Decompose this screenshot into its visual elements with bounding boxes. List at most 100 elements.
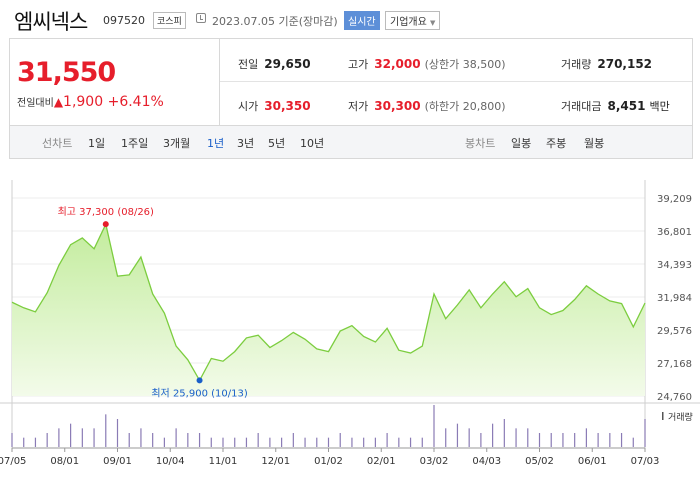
volume-bar	[550, 433, 552, 447]
volume-label: 거래량	[561, 58, 592, 71]
volume-bar	[597, 433, 599, 447]
volume-bar	[46, 433, 48, 447]
stock-name[interactable]: 엠씨넥스	[14, 10, 88, 34]
tab-3m[interactable]: 3개월	[163, 137, 191, 150]
volume-bar	[93, 428, 95, 447]
volume-bar	[468, 428, 470, 447]
divider	[219, 39, 220, 125]
tab-1w[interactable]: 1주일	[121, 137, 149, 150]
tab-weekly[interactable]: 주봉	[546, 137, 567, 150]
low-value: 30,300	[374, 99, 421, 113]
volume-bar	[445, 428, 447, 447]
tab-daily[interactable]: 일봉	[511, 137, 532, 150]
volume-bar	[492, 423, 494, 447]
max-label: 최고 37,300 (08/26)	[58, 206, 154, 218]
tab-10y[interactable]: 10년	[300, 137, 325, 150]
volume-bar	[527, 428, 529, 447]
volume-bar	[409, 437, 412, 447]
x-tick-label: 10/04	[156, 456, 185, 467]
open-price: 시가 30,350	[238, 98, 311, 114]
volume-bar	[515, 428, 517, 447]
volume-bar	[456, 423, 459, 447]
volume-bar	[562, 433, 564, 447]
max-point	[102, 221, 109, 228]
volume-bar	[620, 433, 623, 447]
prev-close-value: 29,650	[264, 57, 311, 71]
amount-unit: 백만	[649, 100, 670, 113]
x-tick-label: 07/03	[631, 456, 660, 467]
volume-bar	[58, 428, 60, 447]
volume-bar	[222, 437, 224, 447]
chevron-down-icon: ▼	[430, 19, 436, 27]
min-label: 최저 25,900 (10/13)	[151, 387, 247, 399]
price-area	[12, 224, 645, 396]
tab-5y[interactable]: 5년	[268, 137, 286, 150]
y-tick-label: 29,576	[657, 326, 692, 337]
volume-bar	[187, 433, 189, 447]
amount-label: 거래대금	[561, 100, 602, 113]
company-overview-dropdown[interactable]: 기업개요 ▼	[385, 11, 441, 30]
tab-1y[interactable]: 1년	[207, 137, 225, 150]
y-tick-label: 39,209	[657, 194, 692, 205]
x-tick-label: 03/02	[420, 456, 449, 467]
volume-bar	[374, 437, 376, 447]
company-overview-label: 기업개요	[390, 17, 427, 28]
price-change: 전일대비▲1,900 +6.41%	[17, 94, 164, 110]
change-percent: +6.41%	[107, 94, 164, 110]
realtime-button[interactable]: 실시간	[344, 11, 380, 30]
volume-bar	[34, 437, 37, 447]
x-tick-label: 12/01	[261, 456, 290, 467]
y-tick-label: 24,760	[657, 392, 692, 403]
trade-amount: 거래대금 8,451 백만	[561, 98, 670, 114]
candle-chart-label: 봉차트	[465, 137, 496, 150]
volume-value: 270,152	[597, 57, 653, 71]
price-chart[interactable]: 39,209 36,801 34,393 31,984 29,576 27,168 24,7…	[0, 160, 700, 473]
x-tick-label: 02/01	[367, 456, 396, 467]
y-tick-label: 34,393	[657, 260, 692, 271]
volume-bar	[292, 433, 294, 447]
prev-close-label: 전일	[238, 58, 259, 71]
x-tick-label: 01/02	[314, 456, 343, 467]
volume-bar	[351, 437, 353, 447]
volume-bar	[11, 433, 13, 447]
open-value: 30,350	[264, 99, 311, 113]
tab-monthly[interactable]: 월봉	[584, 137, 605, 150]
quote-panel: 31,550 전일대비▲1,900 +6.41% 전일 29,650 고가 32,0…	[9, 38, 693, 126]
divider	[220, 81, 692, 82]
volume-bar	[304, 437, 306, 447]
y-tick-label: 31,984	[657, 293, 692, 304]
volume-bar	[163, 437, 165, 447]
volume-bar	[210, 437, 212, 447]
volume-bar	[234, 437, 236, 447]
amount-value: 8,451	[607, 99, 646, 113]
volume-bar	[433, 405, 435, 447]
volume: 거래량 270,152	[561, 56, 652, 72]
upper-limit: (상한가 38,500)	[424, 58, 506, 71]
volume-bar	[585, 428, 587, 447]
tab-1d[interactable]: 1일	[88, 137, 106, 150]
volume-bar	[140, 428, 142, 447]
stock-code: 097520	[103, 14, 145, 27]
volume-bar	[386, 433, 388, 447]
change-label: 전일대비	[17, 98, 54, 109]
lower-limit: (하한가 20,800)	[424, 100, 506, 113]
x-tick-label: 11/01	[209, 456, 238, 467]
volume-bar	[538, 433, 541, 447]
volume-bar	[503, 419, 505, 447]
tab-3y[interactable]: 3년	[237, 137, 255, 150]
price-chart-svg: 39,209 36,801 34,393 31,984 29,576 27,168 24,7…	[0, 180, 700, 467]
prev-close: 전일 29,650	[238, 56, 311, 72]
volume-bar	[480, 433, 482, 447]
line-chart-label: 선차트	[42, 137, 73, 150]
volume-bar	[363, 437, 365, 447]
volume-bar	[105, 414, 107, 447]
volume-bar	[128, 433, 130, 447]
period-tabs: 선차트 1일 1주일 3개월 1년 3년 5년 10년 봉차트 일봉 주봉 월봉	[9, 126, 693, 159]
price-line	[11, 222, 646, 382]
volume-bar	[609, 433, 611, 447]
volume-bar	[316, 437, 318, 447]
volume-bar	[70, 423, 72, 447]
x-tick-label: 08/01	[50, 456, 79, 467]
x-tick-label: 06/01	[578, 456, 607, 467]
market-badge: 코스피	[153, 12, 186, 29]
